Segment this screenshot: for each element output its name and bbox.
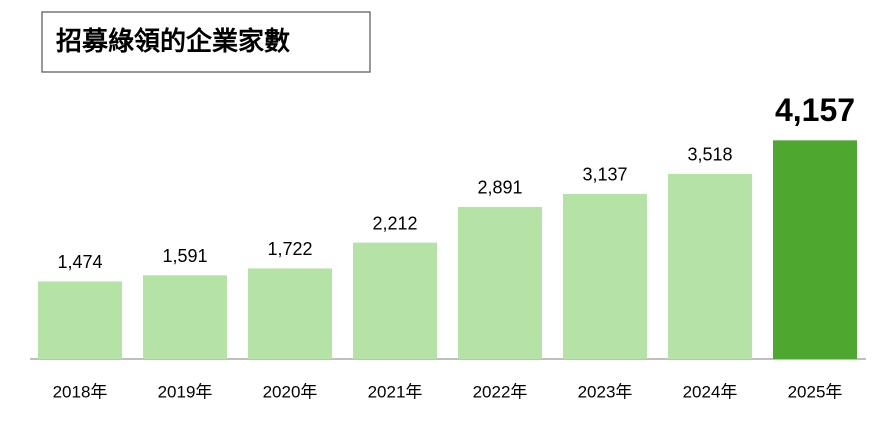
chart-title: 招募綠領的企業家數	[56, 26, 290, 56]
x-tick-label: 2021年	[368, 382, 423, 401]
bar	[248, 268, 332, 359]
x-tick-label: 2023年	[578, 382, 633, 401]
value-label: 1,474	[57, 252, 102, 272]
x-tick-label: 2024年	[683, 382, 738, 401]
x-tick-label: 2025年	[788, 382, 843, 401]
title-box	[41, 11, 371, 73]
value-label: 1,591	[162, 246, 207, 266]
bar	[563, 193, 647, 359]
bar	[458, 206, 542, 359]
value-label: 2,212	[372, 213, 417, 233]
bar	[353, 242, 437, 359]
bar	[773, 140, 857, 359]
bar	[143, 275, 227, 359]
bar	[668, 173, 752, 359]
value-label: 2,891	[477, 178, 522, 198]
value-label: 1,722	[267, 239, 312, 259]
x-tick-label: 2020年	[263, 382, 318, 401]
value-label: 3,518	[687, 145, 732, 165]
x-tick-label: 2022年	[473, 382, 528, 401]
x-tick-label: 2018年	[53, 382, 108, 401]
value-label: 3,137	[582, 165, 627, 185]
x-tick-label: 2019年	[158, 382, 213, 401]
bar	[38, 281, 122, 359]
value-label: 4,157	[775, 92, 855, 128]
